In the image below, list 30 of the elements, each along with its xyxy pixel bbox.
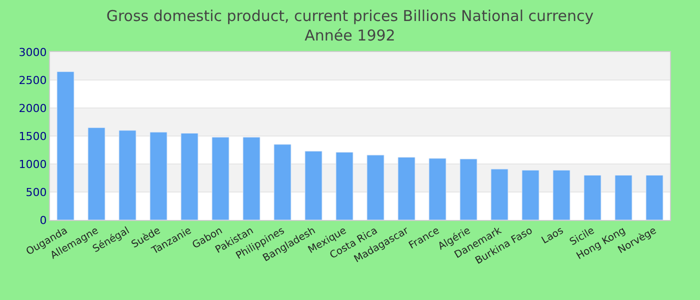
y-tick-label: 1000 [18, 158, 47, 171]
bar [460, 158, 478, 220]
chart-subtitle: Année 1992 [304, 26, 396, 44]
bar [584, 174, 602, 220]
bar [428, 158, 446, 220]
bar [242, 136, 260, 220]
bar [88, 127, 106, 220]
bar [646, 174, 664, 220]
bar [614, 174, 632, 220]
y-tick-label: 2500 [18, 74, 47, 87]
y-tick-label: 3000 [18, 46, 47, 59]
y-tick-label: 2000 [18, 102, 47, 115]
bar [304, 150, 322, 220]
bar [150, 132, 168, 220]
bar [56, 71, 74, 220]
bar [180, 132, 198, 220]
y-tick-label: 1500 [18, 130, 47, 143]
bar [118, 130, 136, 220]
x-tick-label: Laos [540, 225, 566, 246]
bar [274, 144, 292, 220]
bar [366, 154, 384, 220]
chart-title: Gross domestic product, current prices Billions National currency [106, 7, 594, 25]
bar [398, 157, 416, 220]
bar [522, 170, 540, 220]
bar [336, 152, 354, 220]
y-tick-label: 0 [40, 214, 47, 227]
bar [552, 170, 570, 220]
bar [490, 168, 508, 220]
bar [212, 136, 230, 220]
y-tick-label: 500 [26, 186, 47, 199]
